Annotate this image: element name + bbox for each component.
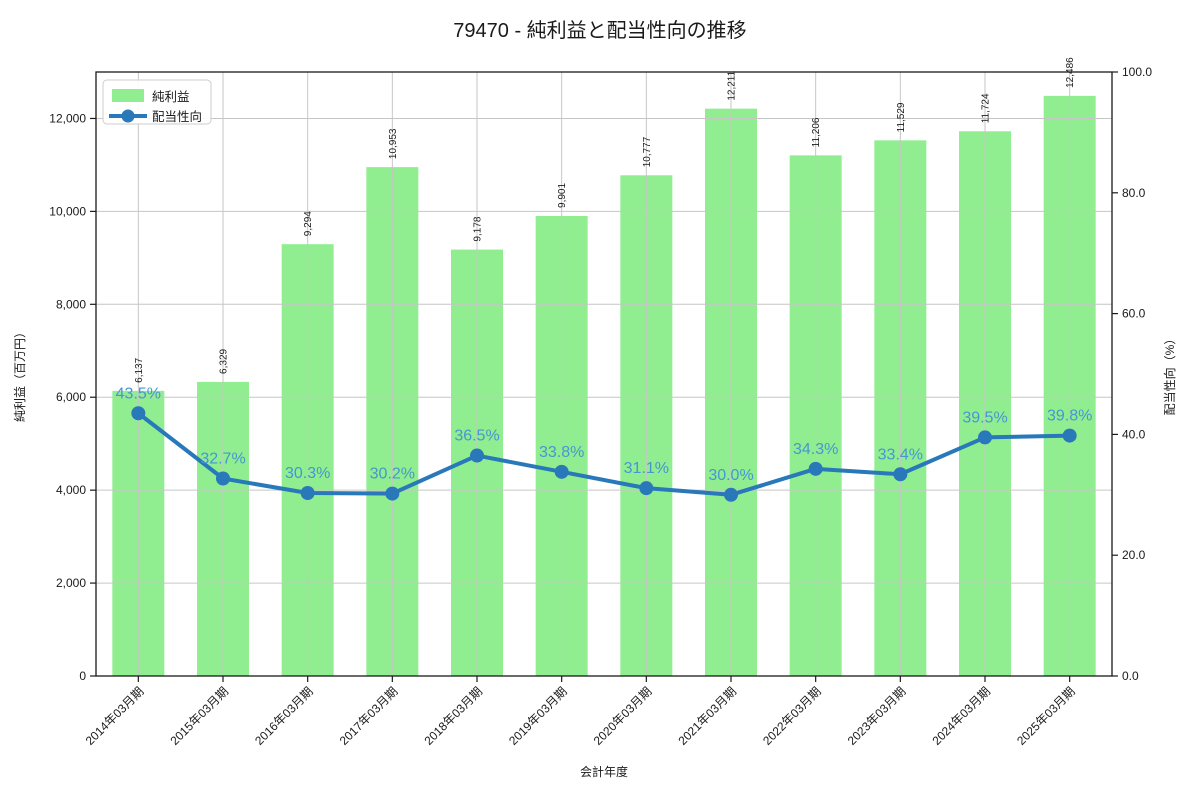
x-axis-title: 会計年度 — [580, 764, 628, 779]
legend-line-marker — [121, 109, 135, 123]
y-right-axis-title: 配当性向（%） — [1162, 333, 1177, 416]
y-left-tick-label: 12,000 — [49, 111, 86, 125]
payout-marker — [978, 430, 992, 445]
bar-value-label: 9,178 — [473, 216, 484, 241]
payout-value-label: 39.8% — [1047, 408, 1092, 425]
x-tick-label: 2022年03月期 — [760, 684, 824, 748]
x-tick-label: 2020年03月期 — [591, 684, 655, 748]
payout-marker — [808, 461, 823, 476]
y-left-tick-label: 6,000 — [56, 390, 86, 404]
y-left-tick-label: 2,000 — [56, 576, 86, 590]
payout-value-label: 30.0% — [708, 467, 753, 484]
bar-value-label: 6,329 — [219, 348, 230, 373]
payout-value-label: 39.5% — [962, 409, 1007, 426]
payout-value-label: 36.5% — [454, 428, 499, 445]
y-right-tick-label: 20.0 — [1122, 548, 1146, 562]
x-tick-label: 2018年03月期 — [421, 684, 485, 748]
legend-label-line: 配当性向 — [152, 109, 202, 124]
x-tick-label: 2024年03月期 — [929, 684, 993, 748]
payout-value-label: 30.2% — [370, 466, 415, 483]
y-right-tick-label: 40.0 — [1122, 427, 1146, 441]
bar-value-label: 11,724 — [981, 93, 992, 123]
legend-label-bar: 純利益 — [152, 90, 190, 104]
payout-marker — [893, 467, 908, 482]
legend-bar-swatch — [112, 89, 144, 102]
x-tick-label: 2023年03月期 — [845, 684, 909, 748]
y-right-tick-label: 100.0 — [1122, 65, 1152, 79]
bar-value-label: 10,777 — [642, 136, 653, 167]
x-tick-label: 2015年03月期 — [167, 684, 231, 748]
payout-marker — [216, 471, 230, 486]
payout-value-label: 43.5% — [116, 385, 161, 402]
bar-value-label: 11,529 — [896, 102, 907, 132]
x-tick-label: 2017年03月期 — [337, 684, 401, 748]
bar-value-label: 10,953 — [388, 128, 399, 159]
payout-value-label: 33.4% — [878, 446, 923, 463]
y-left-tick-label: 10,000 — [49, 204, 86, 218]
bar-value-label: 6,137 — [134, 357, 145, 382]
payout-marker — [131, 406, 146, 421]
y-left-tick-label: 8,000 — [56, 297, 86, 311]
y-right-tick-label: 0.0 — [1122, 669, 1139, 683]
bar-value-label: 12,211 — [727, 70, 738, 100]
x-tick-label: 2019年03月期 — [506, 684, 570, 748]
x-tick-label: 2016年03月期 — [252, 684, 316, 748]
payout-value-label: 33.8% — [539, 444, 584, 461]
payout-marker — [554, 464, 569, 479]
y-left-tick-label: 4,000 — [56, 483, 86, 497]
x-tick-label: 2021年03月期 — [675, 684, 739, 748]
y-right-tick-label: 60.0 — [1122, 307, 1146, 321]
x-tick-label: 2014年03月期 — [83, 684, 147, 748]
bar-value-label: 9,901 — [557, 183, 568, 208]
bar-value-label: 9,294 — [303, 211, 314, 236]
payout-value-label: 34.3% — [793, 441, 838, 458]
payout-marker — [385, 486, 400, 501]
payout-value-label: 32.7% — [200, 450, 245, 467]
payout-marker — [724, 487, 738, 502]
payout-value-label: 30.3% — [285, 465, 330, 482]
bar-value-label: 11,206 — [811, 117, 822, 147]
payout-value-label: 31.1% — [624, 460, 669, 477]
payout-line — [136, 411, 1072, 497]
x-tick-label: 2025年03月期 — [1014, 684, 1078, 748]
y-right-tick-label: 80.0 — [1122, 186, 1146, 200]
chart-title: 79470 - 純利益と配当性向の推移 — [453, 20, 747, 42]
plot-frame — [95, 71, 1113, 677]
payout-marker — [300, 485, 315, 500]
y-left-axis-title: 純利益（百万円） — [13, 326, 27, 422]
payout-marker — [1062, 428, 1077, 443]
y-left-tick-label: 0 — [79, 669, 86, 683]
payout-marker — [470, 448, 484, 463]
payout-marker — [639, 481, 654, 496]
